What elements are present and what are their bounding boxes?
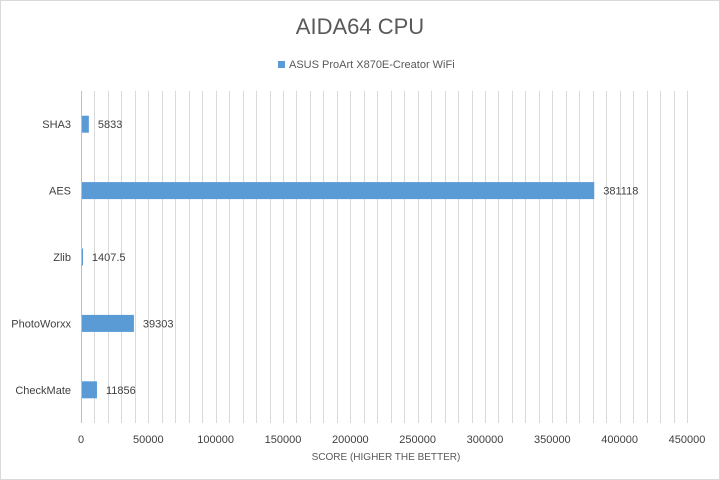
- x-axis-title: SCORE (HIGHER THE BETTER): [312, 452, 461, 463]
- tick-labels: 0 50000 100000 150000 200000 250000 300000 3500…: [78, 434, 705, 446]
- bar-sha3: [82, 115, 89, 133]
- x-tick-label: 150000: [265, 434, 302, 446]
- data-labels: 5833 381118 1407.5 39303 11856: [92, 119, 638, 397]
- category-label: Zlib: [53, 252, 71, 264]
- x-tick-label: 250000: [399, 434, 436, 446]
- chart-title: AIDA64 CPU: [296, 14, 424, 39]
- x-tick-label: 0: [78, 434, 84, 446]
- x-tick-label: 400000: [601, 434, 638, 446]
- x-tick-label: 300000: [467, 434, 504, 446]
- category-label: SHA3: [42, 119, 71, 131]
- bars: [82, 115, 595, 399]
- data-label: 39303: [143, 318, 174, 330]
- data-label: 5833: [98, 119, 122, 131]
- data-label: 381118: [603, 186, 638, 198]
- bar-photoworxx: [82, 314, 134, 332]
- x-tick-label: 450000: [669, 434, 706, 446]
- category-label: CheckMate: [15, 385, 71, 397]
- gridlines: [94, 91, 688, 423]
- category-labels: SHA3 AES Zlib PhotoWorxx CheckMate: [11, 119, 71, 397]
- x-tick-label: 100000: [197, 434, 234, 446]
- legend-label: ASUS ProArt X870E-Creator WiFi: [289, 59, 455, 71]
- bar-aes: [82, 182, 595, 200]
- x-tick-label: 200000: [332, 434, 369, 446]
- data-label: 1407.5: [92, 252, 126, 264]
- data-label: 11856: [106, 385, 136, 397]
- bar-checkmate: [82, 381, 97, 399]
- legend: ASUS ProArt X870E-Creator WiFi: [278, 59, 455, 71]
- x-tick-label: 50000: [133, 434, 164, 446]
- bar-zlib: [82, 248, 83, 266]
- legend-swatch: [278, 61, 285, 68]
- x-tick-label: 350000: [534, 434, 571, 446]
- category-label: PhotoWorxx: [11, 318, 71, 330]
- category-label: AES: [49, 186, 71, 198]
